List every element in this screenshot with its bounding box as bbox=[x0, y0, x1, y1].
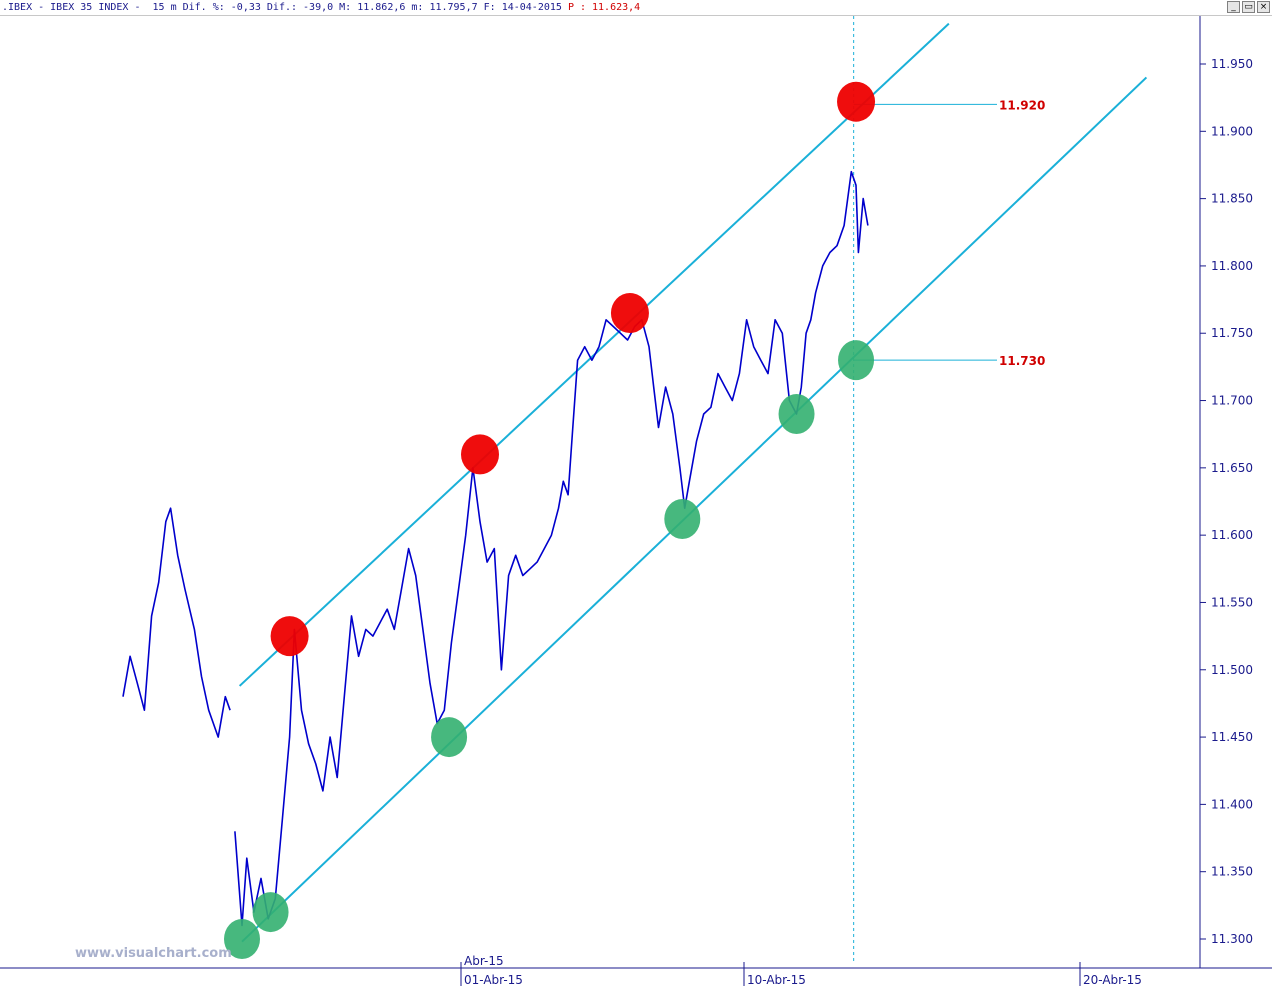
price-line-segment-1 bbox=[234, 170, 869, 927]
touch-markers bbox=[224, 81, 876, 959]
y-tick-label: 11.750 bbox=[1211, 326, 1253, 340]
minimize-button[interactable]: _ bbox=[1227, 1, 1240, 13]
y-tick-label: 11.450 bbox=[1211, 730, 1253, 744]
month-marker-label: Abr-15 bbox=[464, 954, 504, 968]
chart-header-text: .IBEX - IBEX 35 INDEX - 15 m Dif. %: -0,… bbox=[2, 1, 640, 14]
support-touch-marker bbox=[838, 340, 875, 381]
resistance-touch-marker bbox=[610, 293, 649, 334]
support-touch-marker bbox=[664, 499, 701, 539]
price-line-segment-0 bbox=[122, 507, 231, 738]
level-label: 11.730 bbox=[999, 354, 1045, 368]
y-tick-label: 11.850 bbox=[1211, 192, 1253, 206]
y-tick-label: 11.700 bbox=[1211, 394, 1253, 408]
y-tick-label: 11.400 bbox=[1211, 797, 1253, 811]
window-controls: _ ▭ × bbox=[1227, 1, 1270, 14]
header-stats: .IBEX - IBEX 35 INDEX - 15 m Dif. %: -0,… bbox=[2, 2, 568, 13]
support-touch-marker bbox=[252, 892, 289, 933]
resistance-touch-marker bbox=[837, 81, 876, 122]
y-tick-label: 11.550 bbox=[1211, 595, 1253, 609]
resistance-touch-marker bbox=[270, 616, 309, 657]
y-tick-label: 11.350 bbox=[1211, 865, 1253, 879]
watermark: www.visualchart.com bbox=[75, 946, 232, 961]
x-tick-label: 10-Abr-15 bbox=[747, 973, 806, 987]
window-titlebar: .IBEX - IBEX 35 INDEX - 15 m Dif. %: -0,… bbox=[0, 0, 1272, 16]
level-lines: 11.920 11.730 bbox=[853, 98, 1045, 368]
y-axis: 11.300 11.350 11.400 11.450 11.500 11.550 11.6… bbox=[1200, 57, 1253, 946]
y-tick-label: 11.600 bbox=[1211, 528, 1253, 542]
support-touch-marker bbox=[224, 919, 260, 959]
header-last-price: P : 11.623,4 bbox=[567, 2, 641, 13]
y-tick-label: 11.300 bbox=[1211, 932, 1253, 946]
support-touch-marker bbox=[778, 394, 815, 434]
x-tick-label: 01-Abr-15 bbox=[464, 973, 523, 987]
y-tick-label: 11.500 bbox=[1211, 663, 1253, 677]
level-label: 11.920 bbox=[999, 98, 1045, 112]
resistance-touch-marker bbox=[461, 434, 499, 475]
support-touch-marker bbox=[431, 717, 468, 758]
close-button[interactable]: × bbox=[1257, 1, 1270, 13]
plot-area bbox=[0, 16, 1200, 968]
x-axis: 01-Abr-15 10-Abr-15 20-Abr-15 Abr-15 bbox=[460, 954, 1142, 987]
y-tick-label: 11.950 bbox=[1211, 57, 1253, 71]
price-series bbox=[122, 170, 869, 927]
restore-button[interactable]: ▭ bbox=[1242, 1, 1255, 13]
y-tick-label: 11.900 bbox=[1211, 124, 1253, 138]
x-tick-label: 20-Abr-15 bbox=[1083, 973, 1142, 987]
y-tick-label: 11.650 bbox=[1211, 461, 1253, 475]
y-tick-label: 11.800 bbox=[1211, 259, 1253, 273]
